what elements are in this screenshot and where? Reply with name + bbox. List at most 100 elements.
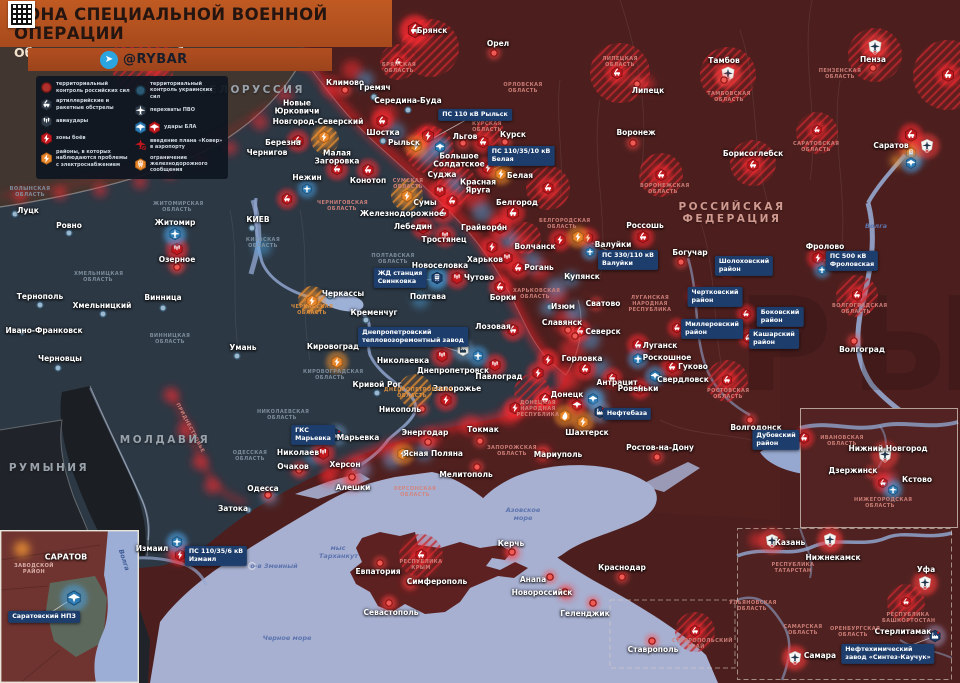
marker-rz-icon [554, 233, 566, 247]
marker-rb-icon [439, 229, 451, 243]
city-dot-red [746, 416, 754, 424]
legend-left-column: территориальный контроль российских сил а… [40, 81, 130, 174]
city-dot-red [720, 76, 728, 84]
city-dot-red [418, 405, 426, 413]
marker-ra-icon [539, 392, 551, 406]
city-dot-red [348, 473, 356, 481]
legend-item-label: территориальный контроль украинских сил [150, 81, 213, 100]
marker-ob-icon [331, 355, 343, 369]
city-dot-red [406, 578, 414, 586]
city-dot-blue [418, 293, 426, 301]
combat-icon [40, 132, 53, 145]
city-dot-red [653, 453, 661, 461]
marker-bp-icon [472, 350, 484, 362]
glow [356, 71, 374, 89]
city-dot-red [424, 438, 432, 446]
marker-rz-icon [532, 366, 544, 380]
marker-bt-icon [431, 271, 443, 285]
marker-rb-icon [436, 349, 448, 363]
city-dot-blue [404, 106, 412, 114]
city-dot-blue [546, 303, 554, 311]
city-dot-red [508, 548, 516, 556]
city-dot-blue [36, 301, 44, 309]
marker-bp-icon [585, 247, 595, 257]
marker-ra-icon [721, 374, 733, 386]
marker-ob-icon [577, 415, 589, 429]
marker-ra-icon [376, 114, 388, 128]
city-dot-blue [379, 137, 387, 145]
airstrike-icon [40, 115, 53, 128]
glow [93, 183, 107, 197]
marker-ra-icon [672, 322, 682, 334]
marker-ob-icon [397, 447, 409, 461]
legend-item-label: зоны боёв [56, 135, 86, 142]
city-dot-red [869, 64, 877, 72]
marker-ra-icon [722, 261, 732, 273]
city-dot-blue [65, 229, 73, 237]
city-dot-blue [11, 210, 19, 218]
legend-item-label: территориальный контроль российских сил [56, 81, 130, 94]
legend-item-airstrike: авиаудары [40, 115, 130, 128]
glow [891, 155, 903, 167]
marker-ra-icon [437, 206, 449, 220]
city-dot-blue [326, 292, 334, 300]
banner-brand-strip: ➤ @RYBAR [28, 48, 332, 71]
city-dot-red [473, 463, 481, 471]
legend-item-rail-limit: ограничение железнодорожного сообщения [134, 155, 224, 174]
brand-handle[interactable]: @RYBAR [123, 52, 188, 67]
marker-bp-icon [632, 353, 644, 365]
glow [342, 60, 362, 80]
city-dot-red [571, 332, 579, 340]
glow [163, 387, 179, 403]
inset-stavropol-border [609, 599, 736, 669]
city-dot-red [633, 80, 641, 88]
marker-rb-icon [501, 251, 513, 265]
border-moldova-ukraine [89, 385, 149, 557]
legend-item-airport-closure: введение плана «Ковер» в аэропорту [134, 138, 224, 151]
glow [14, 541, 30, 557]
marker-ra-icon [689, 625, 701, 637]
legend-item-combat: зоны боёв [40, 132, 130, 145]
glow [556, 366, 580, 390]
azov-sea [462, 465, 657, 564]
glow [565, 302, 585, 322]
marker-ob-icon [495, 167, 507, 181]
city-dot-red [295, 466, 303, 474]
marker-ra-icon [407, 21, 423, 39]
city-dot-blue [362, 316, 370, 324]
legend-item-control-ua: территориальный контроль украинских сил [134, 81, 224, 100]
legend-item-air-defense: перехваты ПВО [134, 104, 224, 117]
city-dot-red [546, 573, 554, 581]
air-defense-icon [134, 104, 147, 117]
marker-ra-icon [747, 158, 759, 172]
marker-ra-icon [905, 128, 917, 142]
telegram-icon[interactable]: ➤ [100, 50, 118, 69]
marker-ob-icon [410, 139, 422, 153]
city-dot-red [677, 258, 685, 266]
marker-bd-icon [649, 370, 661, 382]
dnieper-river [253, 197, 418, 472]
legend-item-label: районы, в которых наблюдаются проблемы с… [56, 149, 128, 168]
city-dot-blue [159, 304, 167, 312]
marker-ra-icon [666, 360, 678, 374]
marker-ra-icon [741, 308, 751, 320]
city-dot-blue [248, 224, 256, 232]
marker-ra-icon [901, 596, 911, 608]
legend-right-column: территориальный контроль украинских сил п… [134, 81, 224, 174]
marker-ra-icon [611, 66, 623, 80]
marker-rz-icon [486, 240, 498, 254]
marker-ra-icon [292, 134, 304, 148]
marker-ra-icon [634, 383, 646, 395]
legend-item-label: перехваты ПВО [150, 107, 195, 114]
city-dot-blue [54, 364, 62, 372]
marker-ob-icon [318, 130, 330, 144]
marker-ra-icon [812, 124, 822, 136]
legend-item-label: удары БЛА [164, 124, 197, 131]
marker-ra-icon [281, 193, 293, 205]
banner-main: ЗОНА СПЕЦИАЛЬНОЙ ВОЕННОЙ ОПЕРАЦИИ Обстан… [0, 0, 392, 60]
marker-ra-icon [477, 135, 489, 149]
markers-layer [11, 15, 960, 671]
marker-ra-icon [851, 289, 863, 301]
marker-rz-icon [509, 401, 521, 415]
